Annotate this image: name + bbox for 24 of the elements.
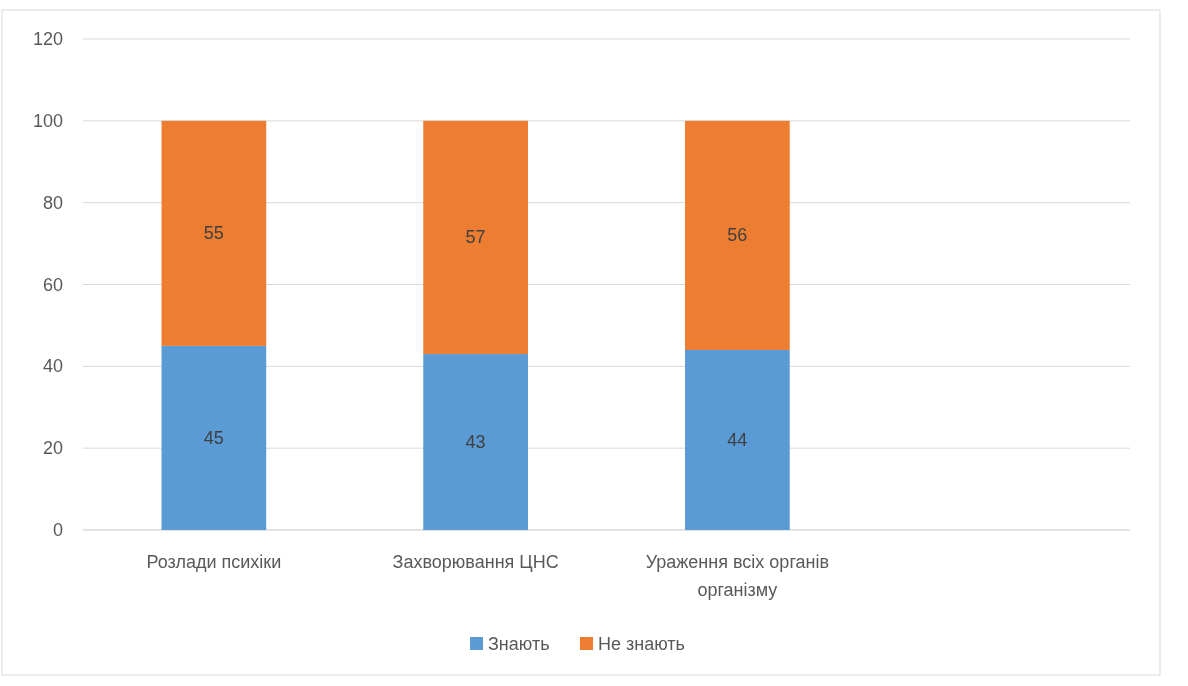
- y-tick-label: 40: [42, 356, 63, 377]
- y-tick-label: 100: [32, 110, 63, 131]
- data-label: 57: [465, 227, 486, 248]
- bar: [423, 354, 528, 530]
- data-label: 44: [727, 429, 748, 450]
- bar: [685, 349, 790, 530]
- data-label: 45: [203, 427, 224, 448]
- bar: [423, 120, 528, 355]
- y-tick-label: 60: [42, 274, 63, 295]
- data-label: 55: [203, 223, 224, 244]
- x-tick-label: Розлади психіки: [146, 552, 282, 572]
- bar: [685, 120, 790, 350]
- y-tick-label: 80: [42, 192, 63, 213]
- y-tick-label: 20: [42, 438, 63, 459]
- x-tick-label: Ураження всіх органів організму: [645, 552, 830, 600]
- bar: [161, 345, 267, 530]
- x-tick-label: Захворювання ЦНС: [392, 552, 559, 572]
- data-label: 56: [727, 225, 748, 246]
- data-label: 43: [465, 432, 486, 453]
- y-tick-label: 0: [52, 520, 63, 540]
- bar: [161, 120, 267, 346]
- legend-label: Не знають: [598, 634, 685, 654]
- y-tick-label: 120: [32, 29, 63, 49]
- legend-label: Знають: [488, 634, 550, 654]
